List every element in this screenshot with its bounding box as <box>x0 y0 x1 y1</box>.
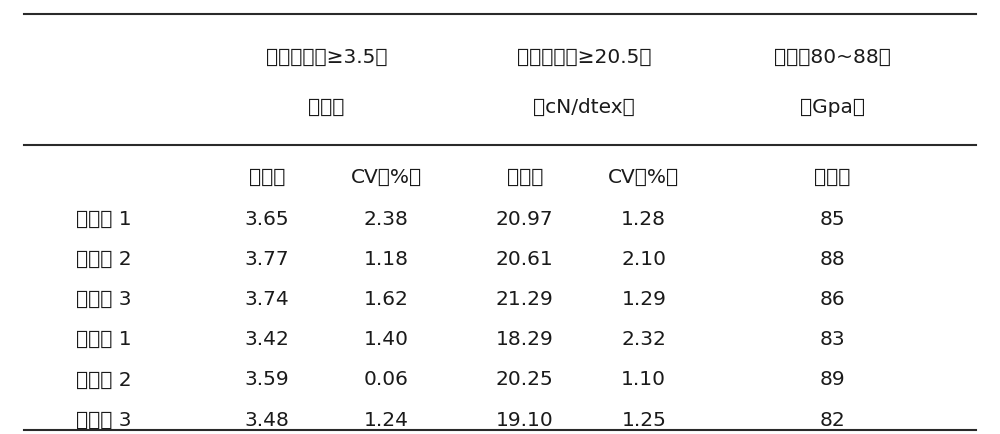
Text: 1.40: 1.40 <box>363 329 408 349</box>
Text: 86: 86 <box>819 289 845 309</box>
Text: 0.06: 0.06 <box>364 370 408 388</box>
Text: 85: 85 <box>819 210 845 228</box>
Text: 1.28: 1.28 <box>621 210 666 228</box>
Text: 2.38: 2.38 <box>364 210 408 228</box>
Text: 89: 89 <box>819 370 845 388</box>
Text: 3.77: 3.77 <box>245 250 289 269</box>
Text: 平均值: 平均值 <box>249 168 285 186</box>
Text: 19.10: 19.10 <box>496 410 554 428</box>
Text: 20.97: 20.97 <box>496 210 554 228</box>
Text: 对比例 3: 对比例 3 <box>76 410 131 428</box>
Text: 18.29: 18.29 <box>496 329 554 349</box>
Text: 2.32: 2.32 <box>621 329 666 349</box>
Text: 20.25: 20.25 <box>496 370 554 388</box>
Text: 实施例 3: 实施例 3 <box>76 289 131 309</box>
Text: 实施例 1: 实施例 1 <box>76 210 131 228</box>
Text: 对比例 2: 对比例 2 <box>76 370 131 388</box>
Text: 82: 82 <box>819 410 845 428</box>
Text: 1.25: 1.25 <box>621 410 666 428</box>
Text: 实施例 2: 实施例 2 <box>76 250 131 269</box>
Text: 模量（80~88）: 模量（80~88） <box>774 47 891 66</box>
Text: （cN/dtex）: （cN/dtex） <box>533 98 635 117</box>
Text: 3.59: 3.59 <box>245 370 289 388</box>
Text: （％）: （％） <box>308 98 345 117</box>
Text: 1.29: 1.29 <box>621 289 666 309</box>
Text: 对比例 1: 对比例 1 <box>76 329 131 349</box>
Text: CV（%）: CV（%） <box>608 168 679 186</box>
Text: 平均值: 平均值 <box>507 168 543 186</box>
Text: 1.18: 1.18 <box>363 250 408 269</box>
Text: 1.10: 1.10 <box>621 370 666 388</box>
Text: 3.65: 3.65 <box>245 210 289 228</box>
Text: 2.10: 2.10 <box>621 250 666 269</box>
Text: 断裂伸长（≥3.5）: 断裂伸长（≥3.5） <box>266 47 387 66</box>
Text: 1.24: 1.24 <box>363 410 408 428</box>
Text: 3.42: 3.42 <box>245 329 289 349</box>
Text: 20.61: 20.61 <box>496 250 554 269</box>
Text: 3.74: 3.74 <box>245 289 289 309</box>
Text: 平均值: 平均值 <box>814 168 850 186</box>
Text: 1.62: 1.62 <box>364 289 408 309</box>
Text: 83: 83 <box>819 329 845 349</box>
Text: 21.29: 21.29 <box>496 289 554 309</box>
Text: 3.48: 3.48 <box>245 410 289 428</box>
Text: 断裂强度（≥20.5）: 断裂强度（≥20.5） <box>517 47 652 66</box>
Text: CV（%）: CV（%） <box>350 168 422 186</box>
Text: （Gpa）: （Gpa） <box>800 98 865 117</box>
Text: 88: 88 <box>819 250 845 269</box>
